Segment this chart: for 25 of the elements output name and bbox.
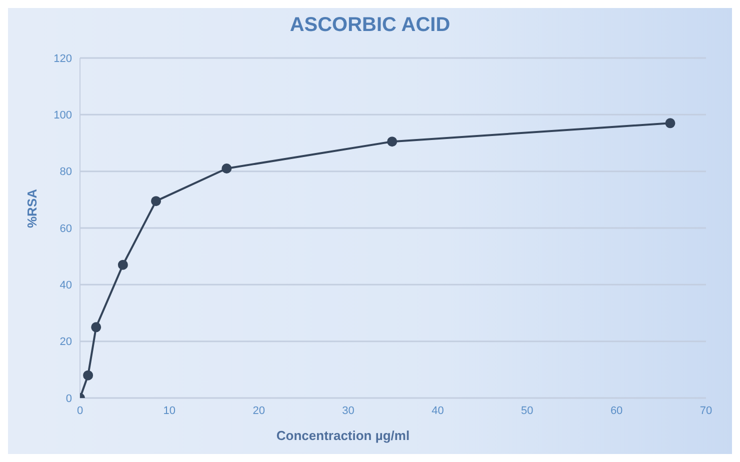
y-tick-label: 60 xyxy=(60,222,72,235)
point xyxy=(83,370,94,380)
x-tick-label: 70 xyxy=(700,404,712,417)
x-tick-label: 0 xyxy=(76,404,84,417)
y-tick-label: 20 xyxy=(60,336,72,348)
y-tick-label: 120 xyxy=(54,52,72,65)
y-tick-label: 0 xyxy=(66,392,72,405)
point xyxy=(665,118,676,128)
y-tick-label: 80 xyxy=(60,166,72,178)
x-tick-label: 20 xyxy=(252,404,265,417)
point xyxy=(387,136,398,147)
x-tick-label: 40 xyxy=(432,404,444,417)
point xyxy=(118,260,128,270)
y-tick-label: 100 xyxy=(54,110,72,122)
y-axis-title: %RSA xyxy=(24,188,40,228)
point xyxy=(91,322,102,332)
x-tick-label: 30 xyxy=(342,404,354,417)
x-tick-label: 10 xyxy=(163,404,176,417)
point xyxy=(222,164,232,174)
y-tick-label: 40 xyxy=(60,280,72,292)
point xyxy=(151,196,162,206)
x-axis-title: Concentraction µg/ml xyxy=(276,428,410,443)
chart-title: ASCORBIC ACID xyxy=(288,13,452,38)
x-tick-label: 60 xyxy=(610,404,623,417)
x-tick-label: 50 xyxy=(521,404,534,417)
